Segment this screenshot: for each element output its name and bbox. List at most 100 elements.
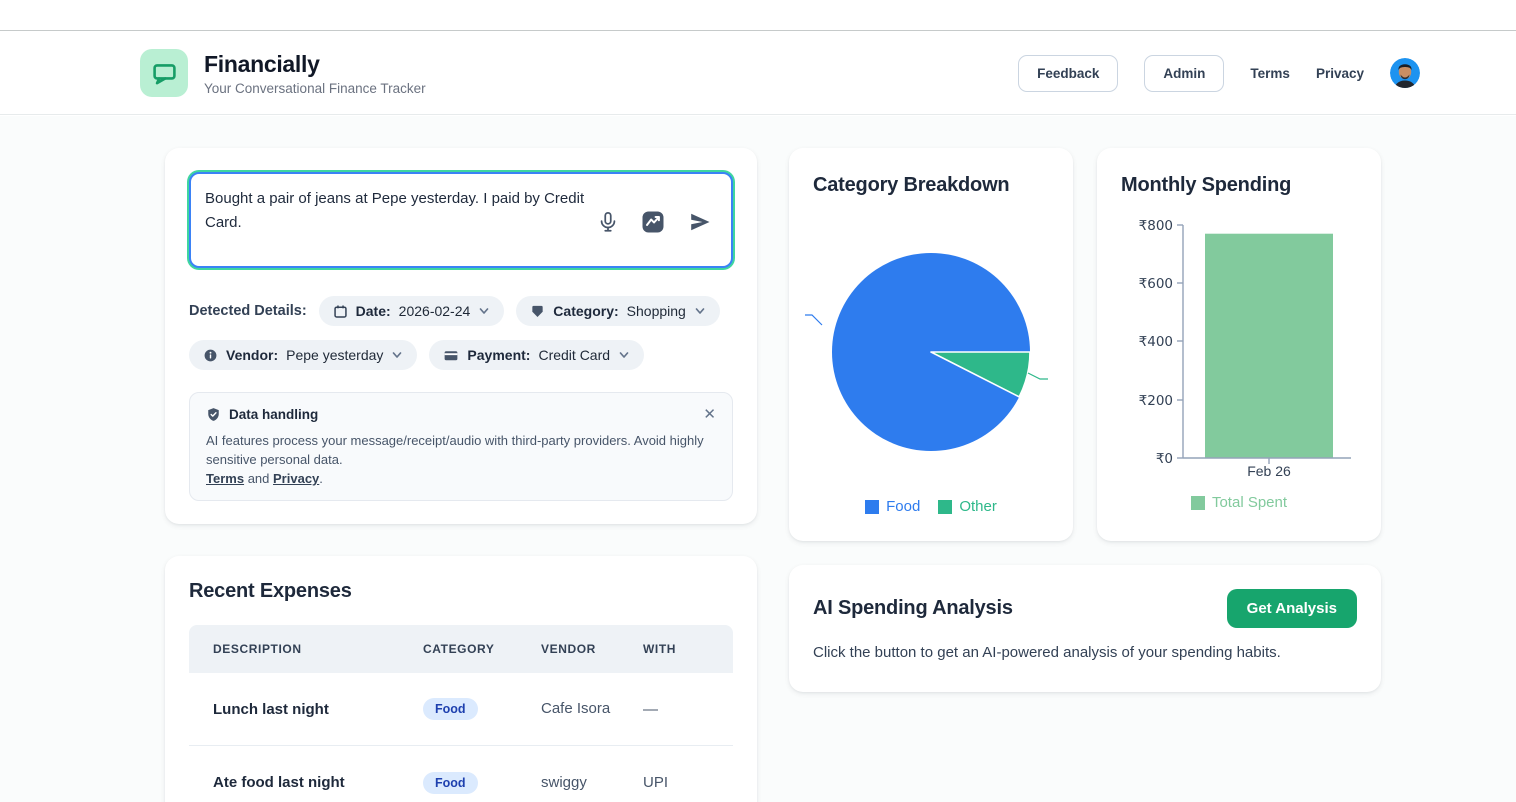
table-row[interactable]: Lunch last night Food Cafe Isora —: [189, 673, 733, 746]
message-input-box: Bought a pair of jeans at Pepe yesterday…: [189, 172, 733, 268]
privacy-link[interactable]: Privacy: [1315, 65, 1364, 81]
credit-card-icon: [445, 350, 458, 360]
activity-chart-button[interactable]: [641, 210, 665, 234]
monthly-spending-title: Monthly Spending: [1121, 174, 1292, 196]
bar-total-spent[interactable]: [1205, 233, 1333, 458]
legend-item-food[interactable]: Food: [865, 498, 920, 515]
category-badge: Food: [423, 771, 478, 794]
data-handling-notice: Data handling ✕ AI features process your…: [189, 392, 733, 501]
y-tick-label: ₹0: [1156, 451, 1173, 467]
close-icon[interactable]: ✕: [703, 406, 716, 423]
category-pie-chart: [805, 253, 1048, 451]
tag-icon: [532, 305, 543, 317]
expense-description: Lunch last night: [213, 700, 329, 718]
terms-inline-link[interactable]: Terms: [206, 471, 245, 486]
notice-body: AI features process your message/receipt…: [206, 433, 704, 467]
app-header: Financially Your Conversational Finance …: [0, 32, 1516, 115]
brand-text: Financially Your Conversational Finance …: [204, 51, 426, 96]
vendor-chip-value: Pepe yesterday: [286, 347, 384, 363]
payment-chip[interactable]: Payment: Credit Card: [429, 340, 645, 370]
calendar-icon: [333, 305, 347, 318]
ai-analysis-description: Click the button to get an AI-powered an…: [813, 644, 1281, 661]
detected-details-row-1: Detected Details: Date: 2026-02-24 Categ…: [189, 296, 733, 326]
category-chip-label: Category:: [553, 303, 619, 319]
header-nav: Feedback Admin Terms Privacy: [1018, 54, 1420, 92]
app-tagline: Your Conversational Finance Tracker: [204, 80, 426, 96]
payment-chip-value: Credit Card: [538, 347, 611, 363]
chevron-down-icon: [695, 308, 705, 314]
microphone-icon: [600, 211, 616, 232]
message-input[interactable]: Bought a pair of jeans at Pepe yesterday…: [191, 174, 731, 266]
column-header-vendor: VENDOR: [541, 642, 596, 656]
ai-analysis-card: AI Spending Analysis Get Analysis Click …: [789, 565, 1381, 692]
table-row[interactable]: Ate food last night Food swiggy UPI: [189, 746, 733, 802]
composer-actions: [597, 210, 713, 234]
info-icon: [204, 349, 217, 361]
notice-title: Data handling: [229, 407, 319, 422]
vendor-chip[interactable]: Vendor: Pepe yesterday: [189, 340, 418, 370]
privacy-inline-link[interactable]: Privacy: [273, 471, 320, 486]
composer-card: Bought a pair of jeans at Pepe yesterday…: [165, 148, 757, 524]
date-chip-value: 2026-02-24: [398, 303, 471, 319]
send-button[interactable]: [687, 210, 713, 234]
chat-bubble-icon: [152, 63, 176, 84]
y-tick-label: ₹800: [1139, 218, 1173, 234]
y-tick-label: ₹200: [1139, 393, 1173, 409]
expense-description: Ate food last night: [213, 774, 345, 791]
notice-period: .: [319, 471, 323, 486]
other-swatch: [938, 499, 953, 514]
category-badge: Food: [423, 698, 478, 720]
pie-legend: Food Other: [789, 498, 1073, 515]
chevron-down-icon: [479, 308, 489, 314]
bar-legend: Total Spent: [1097, 494, 1381, 511]
expense-vendor: Cafe Isora: [541, 700, 611, 717]
user-avatar[interactable]: [1390, 58, 1420, 88]
avatar-image: [1390, 58, 1420, 88]
date-chip[interactable]: Date: 2026-02-24: [318, 296, 505, 326]
chevron-down-icon: [619, 352, 629, 358]
expense-vendor: swiggy: [541, 773, 587, 791]
monthly-spending-card: Monthly Spending ₹800 ₹600 ₹400 ₹200 ₹0 …: [1097, 148, 1381, 541]
y-tick-label: ₹400: [1139, 334, 1173, 350]
microphone-button[interactable]: [597, 210, 619, 234]
pie-label-line-food: [805, 314, 823, 326]
brand: Financially Your Conversational Finance …: [140, 49, 426, 97]
feedback-button[interactable]: Feedback: [1018, 54, 1119, 92]
trend-chart-icon: [642, 211, 664, 233]
y-tick-label: ₹600: [1139, 276, 1173, 292]
ai-analysis-title: AI Spending Analysis: [813, 597, 1013, 619]
category-chip-value: Shopping: [626, 303, 686, 319]
detected-details-label: Detected Details:: [189, 303, 307, 319]
column-header-with: WITH: [643, 642, 677, 656]
payment-chip-label: Payment:: [467, 347, 531, 363]
food-swatch: [865, 499, 880, 514]
get-analysis-button[interactable]: Get Analysis: [1226, 589, 1357, 628]
chevron-down-icon: [393, 352, 402, 358]
recent-expenses-title: Recent Expenses: [189, 580, 352, 602]
ai-analysis-header: AI Spending Analysis Get Analysis: [813, 589, 1357, 628]
shield-check-icon: [208, 408, 219, 421]
notice-header: Data handling ✕: [206, 407, 716, 422]
category-breakdown-title: Category Breakdown: [813, 174, 1010, 196]
expense-with: —: [643, 700, 658, 718]
legend-item-total-spent[interactable]: Total Spent: [1190, 494, 1288, 511]
app-logo: [140, 49, 188, 97]
legend-item-other[interactable]: Other: [938, 498, 997, 515]
pie-slice-other[interactable]: [930, 351, 1031, 398]
detected-details-row-2: Vendor: Pepe yesterday Payment: Credit C…: [189, 340, 733, 370]
column-header-description: DESCRIPTION: [213, 642, 302, 656]
legend-label-food: Food: [886, 498, 921, 515]
browser-top-strip: [0, 0, 1516, 31]
notice-links: Terms and Privacy.: [206, 471, 716, 486]
x-axis-label: Feb 26: [1247, 463, 1291, 479]
legend-label-total-spent: Total Spent: [1211, 494, 1288, 511]
terms-link[interactable]: Terms: [1250, 65, 1290, 81]
monthly-spending-bar-chart: ₹800 ₹600 ₹400 ₹200 ₹0 Feb 26: [1139, 218, 1351, 479]
legend-label-other: Other: [959, 498, 997, 515]
column-header-category: CATEGORY: [423, 642, 495, 656]
expenses-table-header: DESCRIPTION CATEGORY VENDOR WITH: [189, 625, 733, 673]
category-chip[interactable]: Category: Shopping: [516, 296, 720, 326]
app-title: Financially: [204, 50, 320, 77]
admin-button[interactable]: Admin: [1144, 54, 1225, 92]
